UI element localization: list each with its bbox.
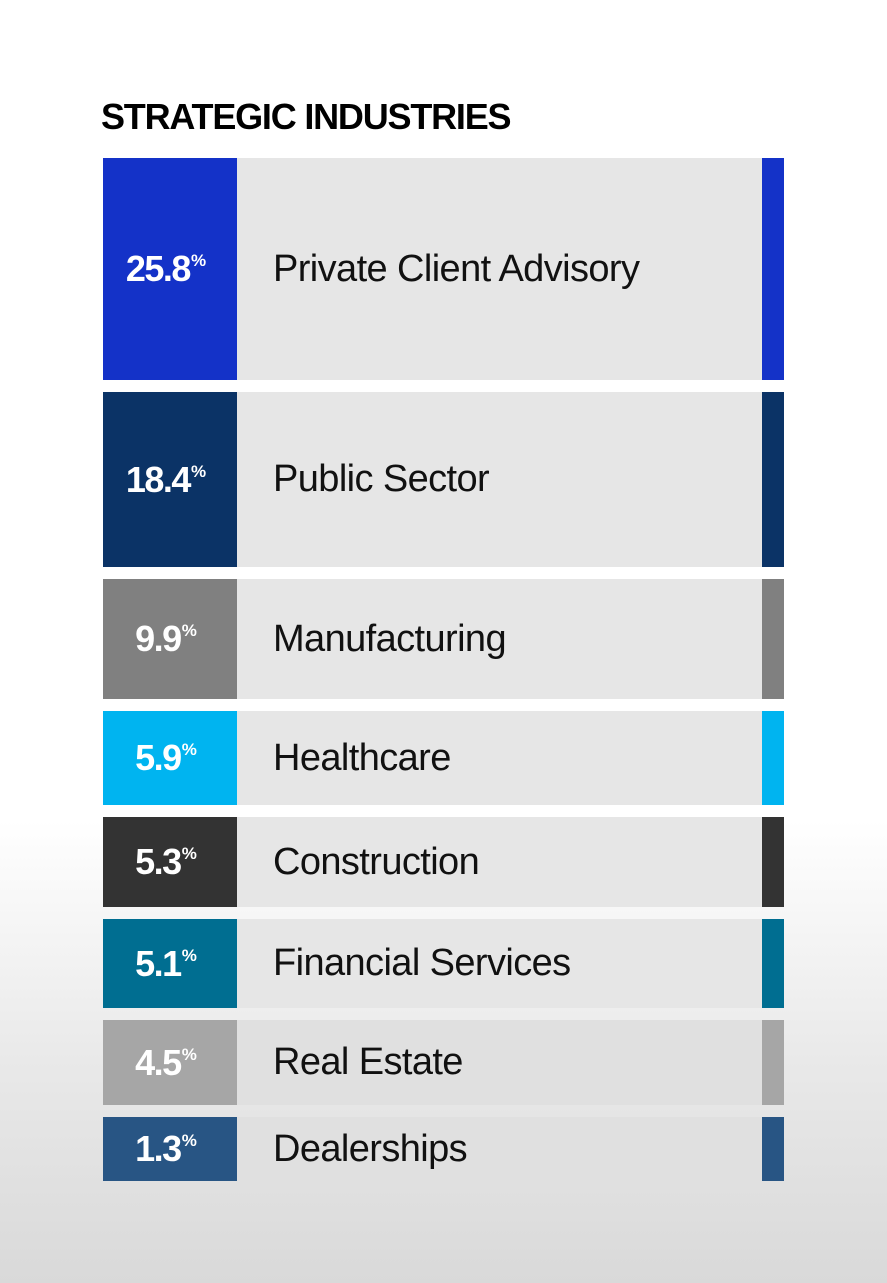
industry-share-bar: 18.4% (103, 392, 237, 567)
industry-share-value: 9.9% (135, 618, 197, 659)
industry-row: 9.9% Manufacturing (103, 579, 784, 699)
industry-row-endcap (762, 579, 784, 699)
industry-share-bar: 1.3% (103, 1117, 237, 1181)
industry-label: Public Sector (273, 458, 490, 500)
industry-share-value: 18.4% (125, 458, 207, 500)
industry-share-bar: 9.9% (103, 579, 237, 699)
industry-row: 18.4% Public Sector (103, 392, 784, 567)
industry-bars: 25.8% Private Client Advisory 18.4% Public … (103, 0, 784, 1283)
industry-share-bar: 25.8% (103, 158, 237, 380)
industry-row-endcap (762, 1117, 784, 1181)
industry-row: 25.8% Private Client Advisory (103, 158, 784, 380)
industry-share-value: 1.3% (135, 1128, 197, 1169)
industry-row-endcap (762, 817, 784, 907)
industry-row-endcap (762, 392, 784, 567)
industry-share-bar: 5.1% (103, 919, 237, 1008)
percent-sign: % (190, 461, 207, 481)
industry-row: 5.9% Healthcare (103, 711, 784, 805)
industry-share-value: 5.9% (135, 737, 197, 778)
industry-row-endcap (762, 711, 784, 805)
industry-share-bar: 5.3% (103, 817, 237, 907)
industry-label: Real Estate (273, 1041, 463, 1083)
industry-share-bar: 5.9% (103, 711, 237, 805)
industry-label: Healthcare (273, 736, 451, 779)
industry-share-bar: 4.5% (103, 1020, 237, 1105)
industry-row: 5.3% Construction (103, 817, 784, 907)
percent-sign: % (181, 844, 197, 863)
industry-share-value: 25.8% (125, 248, 207, 289)
percent-sign: % (181, 945, 197, 965)
industry-share-value: 5.3% (135, 841, 197, 882)
industry-row-endcap (762, 1020, 784, 1105)
industry-row: 4.5% Real Estate (103, 1020, 784, 1105)
industry-label: Financial Services (273, 942, 571, 984)
chart-title: STRATEGIC INDUSTRIES (101, 96, 512, 137)
industry-label: Dealerships (273, 1127, 468, 1170)
industry-row-endcap (762, 158, 784, 380)
percent-sign: % (181, 621, 197, 640)
percent-sign: % (181, 1131, 197, 1150)
percent-sign: % (190, 251, 207, 270)
percent-sign: % (181, 740, 197, 759)
percent-sign: % (181, 1044, 197, 1064)
industry-row: 1.3% Dealerships (103, 1117, 784, 1181)
industry-share-value: 5.1% (135, 942, 197, 984)
industry-label: Manufacturing (273, 617, 507, 660)
industry-label: Private Client Advisory (273, 247, 640, 290)
industry-label: Construction (273, 840, 480, 883)
industry-row-endcap (762, 919, 784, 1008)
industry-row: 5.1% Financial Services (103, 919, 784, 1008)
industry-share-value: 4.5% (135, 1041, 197, 1083)
